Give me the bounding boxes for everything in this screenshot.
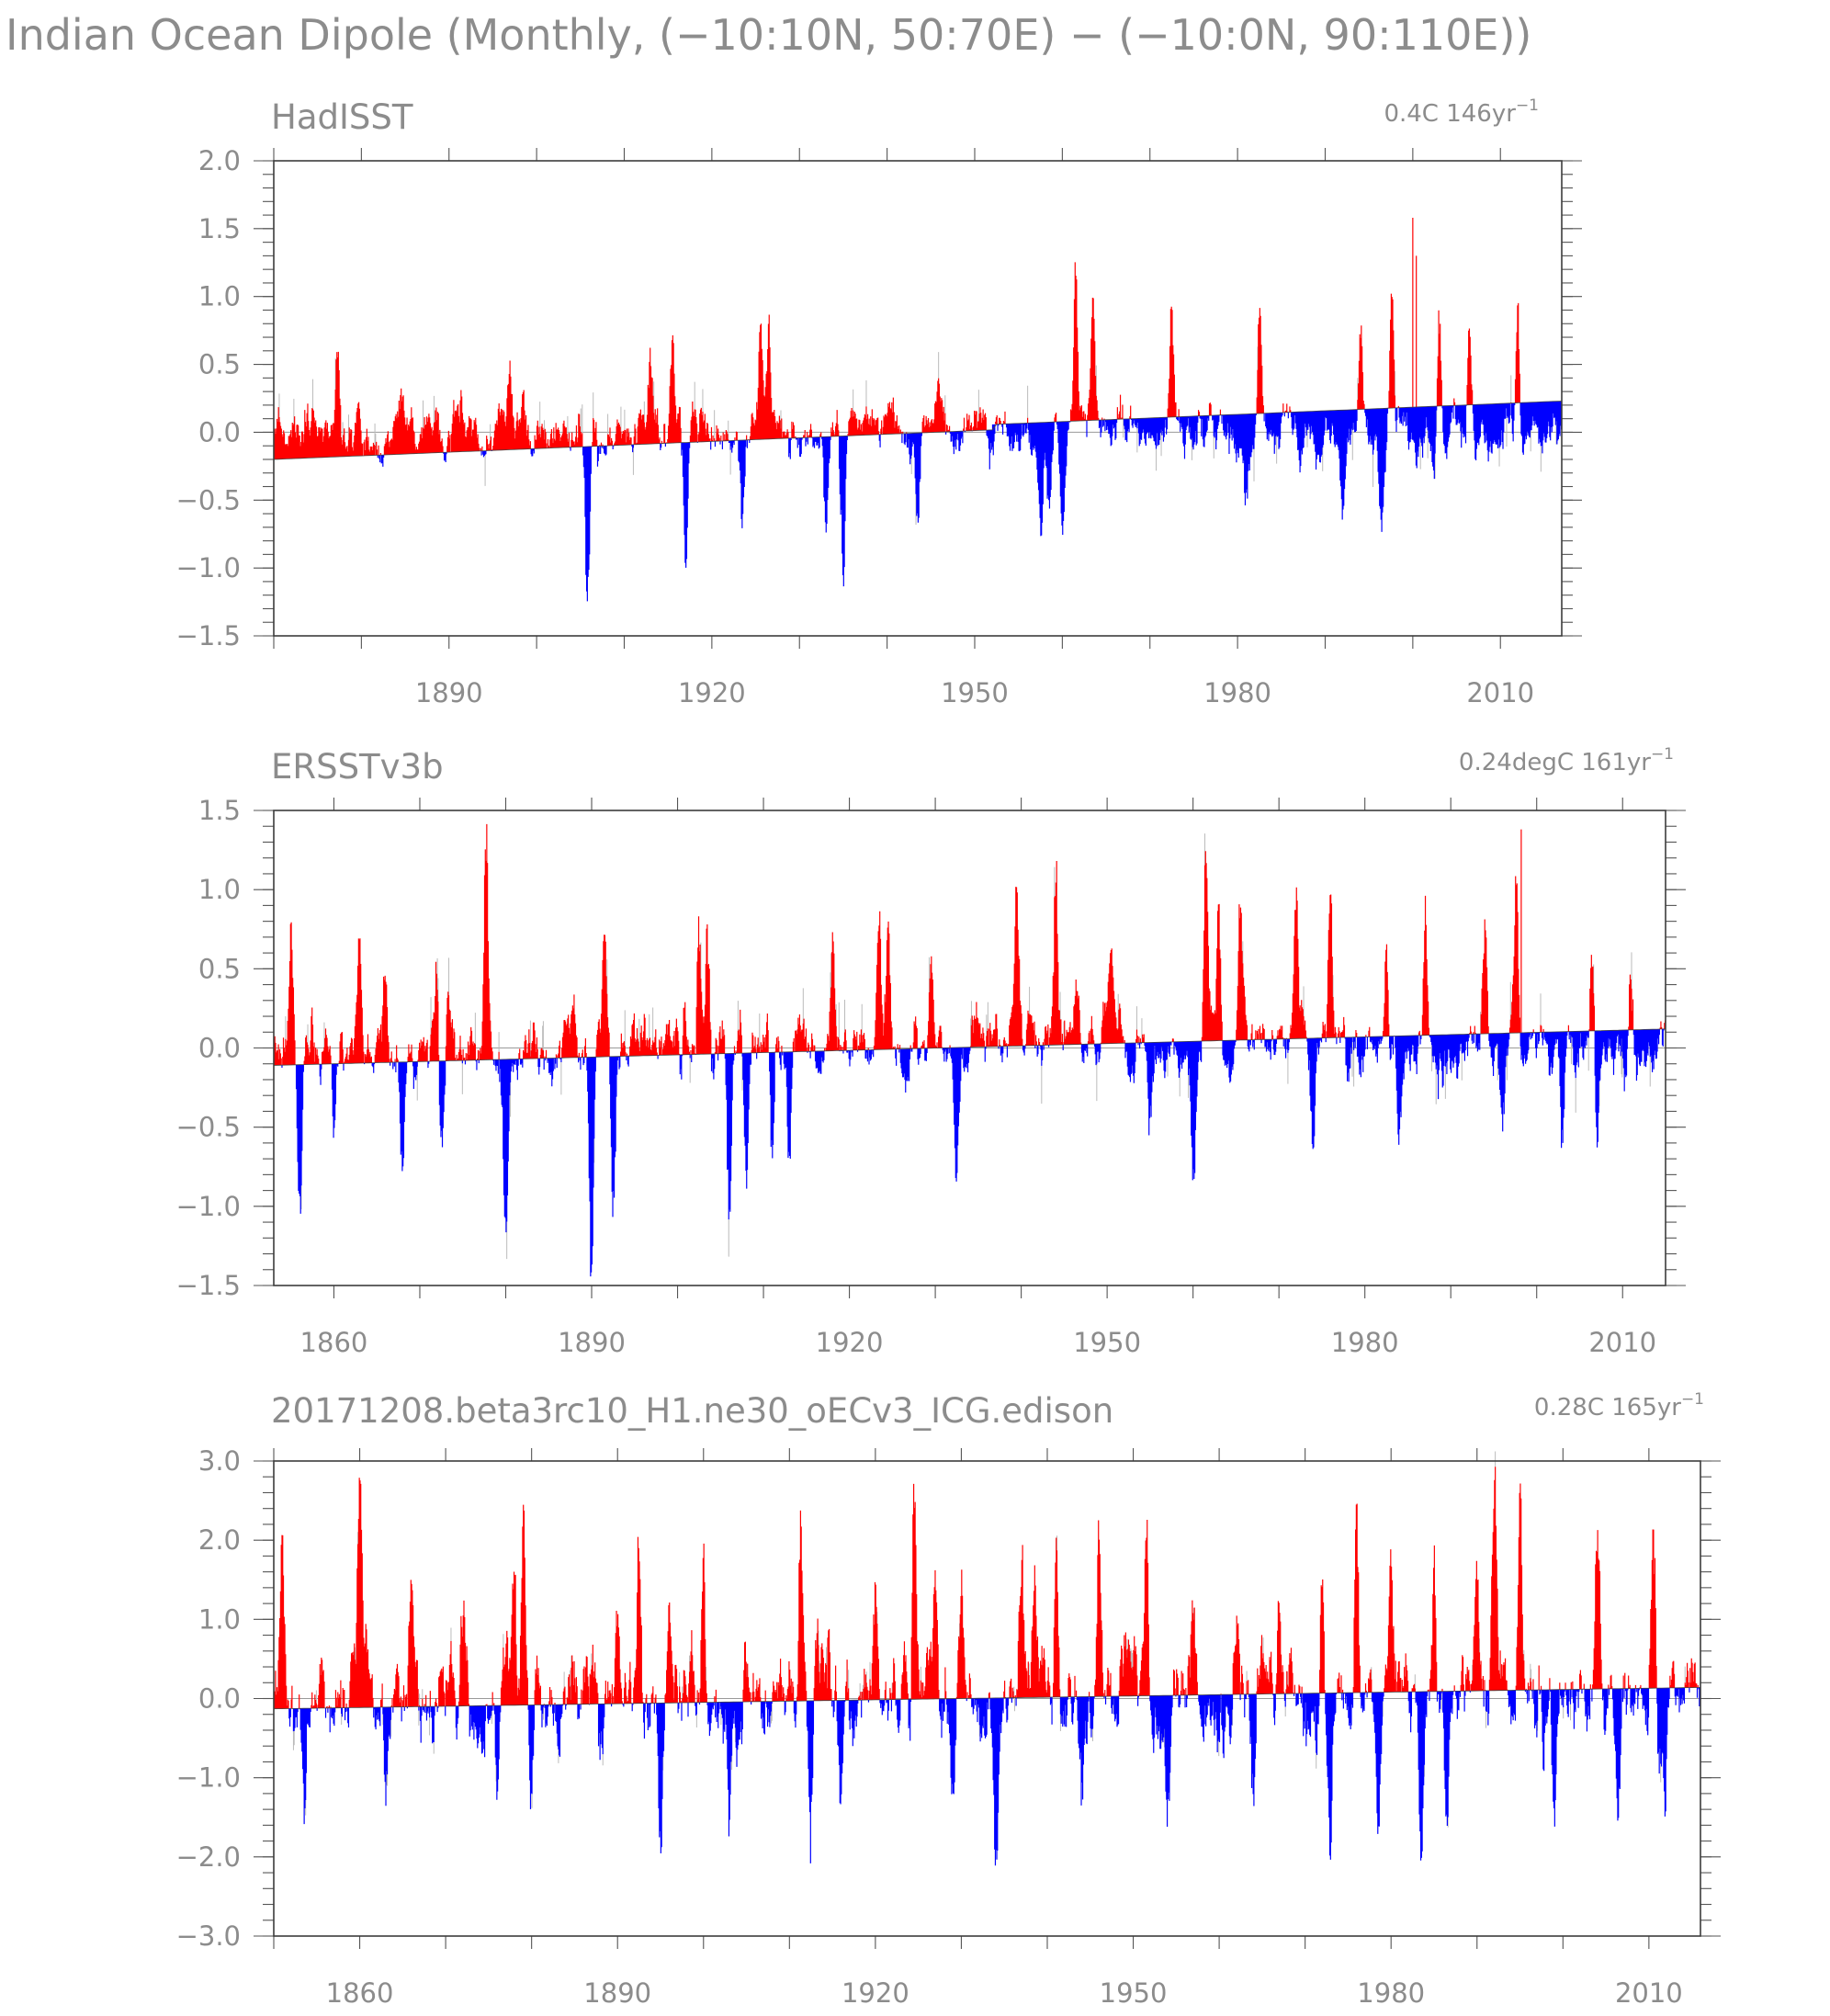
y-tick-label: −0.5 bbox=[176, 1112, 241, 1143]
y-tick-label: 1.0 bbox=[198, 1603, 241, 1635]
x-tick-label: 1980 bbox=[1203, 677, 1271, 708]
y-tick-label: 0.5 bbox=[198, 953, 241, 984]
y-tick-label: −1.0 bbox=[176, 1762, 241, 1794]
y-tick-label: −2.0 bbox=[176, 1841, 241, 1873]
y-tick-label: −0.5 bbox=[176, 484, 241, 515]
x-tick-label: 1980 bbox=[1357, 1977, 1425, 2009]
series-whiskers bbox=[285, 833, 1666, 1260]
plot-frame bbox=[273, 810, 1666, 1286]
plot-frame bbox=[273, 160, 1563, 637]
x-tick-label: 1950 bbox=[1073, 1327, 1141, 1358]
x-tick-label: 1890 bbox=[415, 677, 483, 708]
series-whiskers bbox=[278, 346, 1557, 526]
trend-line bbox=[273, 401, 1563, 460]
x-tick-label: 2010 bbox=[1615, 1977, 1683, 2009]
y-tick-label: −1.0 bbox=[176, 1191, 241, 1222]
y-tick-label: 2.0 bbox=[198, 145, 241, 176]
trend-line bbox=[273, 1028, 1666, 1066]
trend-line bbox=[273, 1687, 1701, 1710]
trend-exponent: −1 bbox=[1651, 745, 1674, 764]
y-tick-label: 0.0 bbox=[198, 416, 241, 447]
y-tick-label: −3.0 bbox=[176, 1920, 241, 1952]
trend-value: 0.24degC 161yr bbox=[1459, 749, 1651, 776]
y-tick-label: 1.5 bbox=[198, 795, 241, 826]
y-tick-label: 2.0 bbox=[198, 1524, 241, 1556]
panel-hadisst: HadISST 0.4C 146yr−1 2.0 1.5 1.0 0.5 0.0 −0.5… bbox=[176, 96, 1582, 708]
x-tick-label: 2010 bbox=[1588, 1327, 1656, 1358]
y-tick-label: 1.0 bbox=[198, 281, 241, 312]
y-tick-label: −1.0 bbox=[176, 552, 241, 583]
x-tick-label: 1920 bbox=[842, 1977, 909, 2009]
x-tick-label: 1860 bbox=[326, 1977, 394, 2009]
negative-anomaly-bars bbox=[377, 401, 1563, 602]
plot-frame bbox=[273, 1460, 1701, 1937]
trend-label: 0.4C 146yr−1 bbox=[1384, 96, 1539, 128]
trend-label: 0.24degC 161yr−1 bbox=[1459, 745, 1674, 776]
y-tick-label: 0.5 bbox=[198, 349, 241, 380]
trend-value: 0.4C 146yr bbox=[1384, 100, 1516, 128]
trend-label: 0.28C 165yr−1 bbox=[1534, 1390, 1704, 1421]
y-tick-label: 0.0 bbox=[198, 1683, 241, 1715]
panel-title: HadISST bbox=[271, 97, 413, 137]
y-tick-label: −1.5 bbox=[176, 1270, 241, 1301]
x-tick-label: 2010 bbox=[1466, 677, 1534, 708]
positive-anomaly-bars bbox=[273, 1467, 1699, 1709]
panel-title: ERSSTv3b bbox=[271, 747, 444, 787]
negative-anomaly-bars bbox=[281, 1028, 1665, 1277]
y-tick-label: 0.0 bbox=[198, 1033, 241, 1064]
x-tick-label: 1950 bbox=[941, 677, 1009, 708]
x-tick-label: 1950 bbox=[1100, 1977, 1168, 2009]
trend-exponent: −1 bbox=[1516, 96, 1539, 115]
trend-exponent: −1 bbox=[1681, 1390, 1704, 1409]
x-tick-label: 1890 bbox=[558, 1327, 626, 1358]
panel-ersstv3b: ERSSTv3b 0.24degC 161yr−1 1.5 1.0 0.5 0.0 −0… bbox=[176, 745, 1686, 1358]
x-tick-label: 1860 bbox=[300, 1327, 368, 1358]
x-tick-label: 1920 bbox=[816, 1327, 884, 1358]
positive-anomaly-bars bbox=[273, 823, 1666, 1066]
x-tick-label: 1980 bbox=[1331, 1327, 1399, 1358]
negative-anomaly-bars bbox=[288, 1687, 1701, 1866]
y-tick-label: 1.0 bbox=[198, 874, 241, 905]
series-whiskers bbox=[292, 1451, 1686, 1828]
figure-title: Indian Ocean Dipole (Monthly, (−10:10N, … bbox=[6, 10, 1531, 60]
x-tick-label: 1920 bbox=[678, 677, 746, 708]
x-tick-label: 1890 bbox=[583, 1977, 651, 2009]
trend-value: 0.28C 165yr bbox=[1534, 1394, 1681, 1421]
y-tick-label: 1.5 bbox=[198, 213, 241, 244]
panel-title: 20171208.beta3rc10_H1.ne30_oECv3_ICG.edi… bbox=[271, 1391, 1113, 1431]
y-tick-label: −1.5 bbox=[176, 620, 241, 651]
y-tick-label: 3.0 bbox=[198, 1445, 241, 1477]
panel-e3sm-run: 20171208.beta3rc10_H1.ne30_oECv3_ICG.edi… bbox=[176, 1390, 1721, 2009]
